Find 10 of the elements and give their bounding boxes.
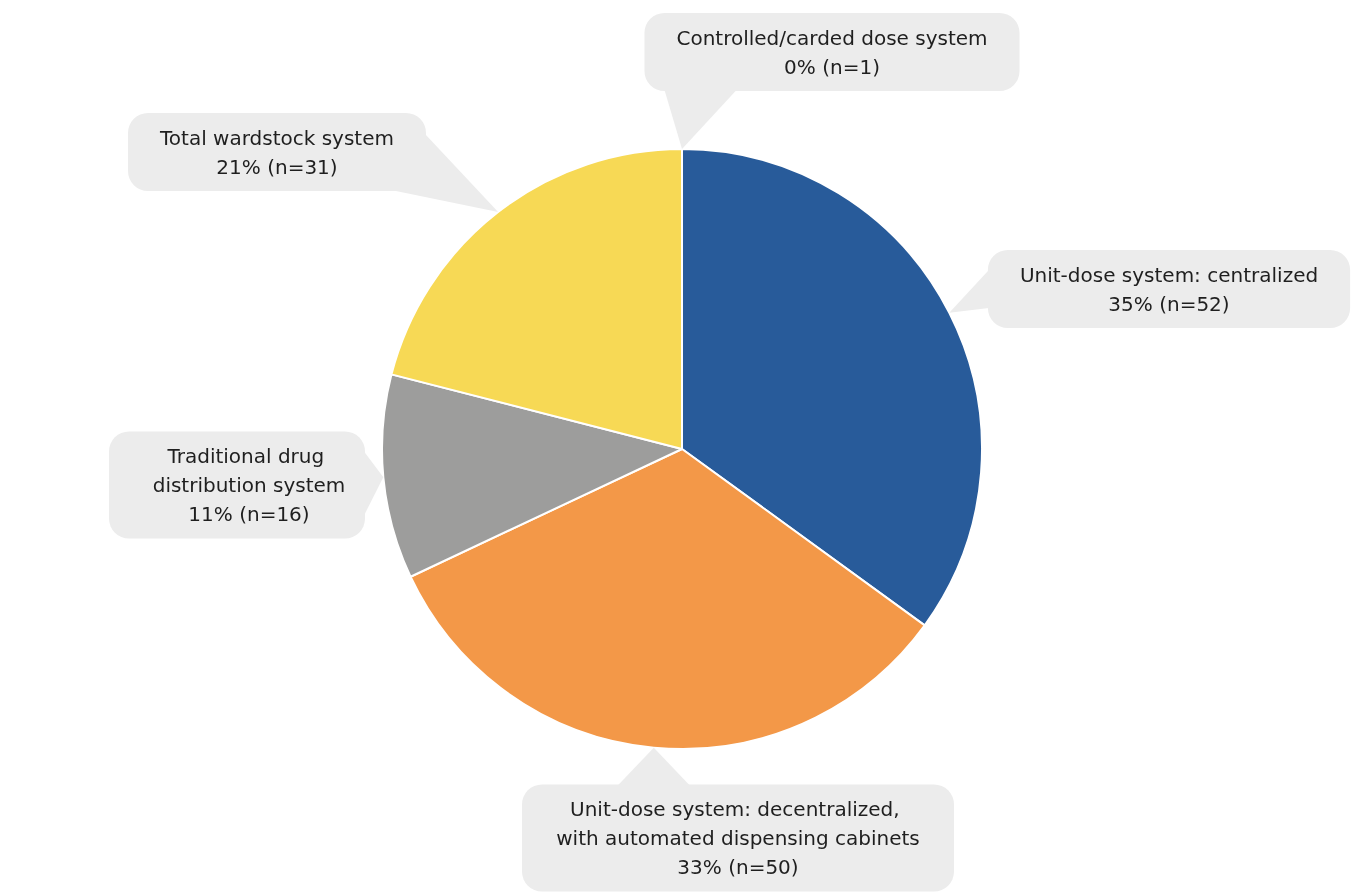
slice-label: Total wardstock system [159, 125, 394, 150]
slice-label: Unit-dose system: decentralized, with automated dispensing cabinets [556, 797, 920, 850]
data-label: 11% (n=16) [188, 502, 310, 526]
data-label: 21% (n=31) [216, 154, 338, 179]
slice-label: Unit-dose system: centralized [1019, 262, 1319, 287]
category-label: Controlled/carded dose system [676, 25, 988, 50]
data-label: 35% (n=52) [1108, 291, 1230, 316]
data-label: 33% (n=50) [677, 855, 799, 879]
slice-label: Traditional drug distribution system [152, 444, 346, 497]
text: 0% (n=1) [784, 54, 880, 79]
